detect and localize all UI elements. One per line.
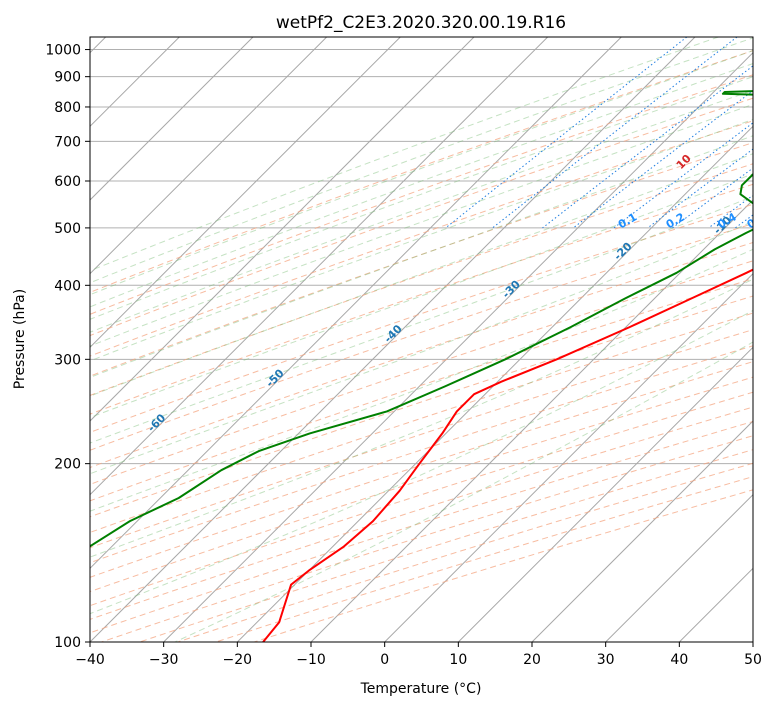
mixing-ratio-lines: [445, 37, 753, 229]
dry-adiabat-line: [90, 345, 753, 564]
x-tick-label: −30: [149, 652, 179, 668]
isotherm-line: [163, 51, 753, 642]
y-tick-label: 100: [54, 635, 81, 651]
dewpoint-line: [90, 90, 753, 548]
plot-frame: [89, 36, 754, 643]
x-tick-label: −20: [223, 652, 253, 668]
moist-adiabat-line: [90, 153, 753, 397]
mixing-ratio-line: [445, 37, 688, 229]
y-tick-label: 700: [54, 134, 81, 150]
dry-adiabat-line: [90, 361, 753, 578]
mixing-ratio-line: [542, 65, 753, 229]
dry-adiabat-line: [90, 183, 753, 415]
isotherm-line: [531, 420, 753, 642]
moist-adiabat-line: [90, 63, 753, 308]
chart-title: wetPf2_C2E3.2020.320.00.19.R16: [276, 13, 566, 33]
dry-adiabat-line: [90, 120, 753, 357]
y-tick-label: 600: [54, 174, 81, 190]
x-tick-label: 10: [449, 652, 467, 668]
pressure-gridlines: [90, 49, 753, 642]
isotherm-line: [236, 125, 753, 642]
moist-adiabat-line: [90, 89, 753, 333]
moist-adiabat-line: [90, 37, 719, 272]
moist-adiabat-line: [90, 76, 753, 320]
y-tick-label: 300: [54, 352, 81, 368]
y-tick-label: 900: [54, 70, 81, 86]
x-tick-label: 50: [744, 652, 762, 668]
isotherm-line: [457, 346, 753, 642]
dry-adiabat-line: [254, 489, 753, 642]
isotherm-line: [90, 37, 254, 201]
x-tick-label: −10: [296, 652, 326, 668]
dry-adiabat-line: [101, 435, 753, 642]
y-tick-label: 500: [54, 221, 81, 237]
isotherm-line: [605, 493, 753, 642]
y-tick-label: 800: [54, 100, 81, 116]
mixing-ratio-line: [613, 122, 753, 229]
x-tick-label: 40: [670, 652, 688, 668]
y-axis-title: Pressure (hPa): [12, 289, 28, 389]
dry-adiabat-line: [139, 449, 753, 642]
mixing-ratio-label: 0.6: [745, 210, 769, 231]
moist-adiabat-line: [90, 278, 753, 558]
y-axis: 100 200 300 400 500 600 700 800 900 1000: [45, 43, 90, 651]
x-axis-title: Temperature (°C): [360, 681, 482, 697]
dry-adiabat-line: [90, 97, 753, 337]
moist-adiabat-line: [90, 173, 753, 419]
moist-adiabat-line: [90, 50, 753, 296]
y-tick-label: 400: [54, 278, 81, 294]
isotherm-line: [752, 641, 753, 642]
x-tick-label: 20: [523, 652, 541, 668]
dry-adiabat-line: [90, 163, 753, 396]
isotherm-line: [310, 199, 753, 642]
sounding-profiles: [90, 90, 753, 642]
y-tick-label: 1000: [45, 43, 81, 59]
dry-adiabat-line: [215, 476, 753, 642]
plot-background: [90, 37, 753, 642]
moist-adiabat-lines: [90, 37, 753, 642]
isotherm-line: [90, 37, 549, 496]
x-axis: −40 −30 −20 −10 0 10 20 30 40 50: [75, 642, 762, 668]
isotherm-line: [384, 272, 753, 642]
isotherm-label: -70: [28, 455, 51, 478]
x-tick-label: −40: [75, 652, 105, 668]
y-tick-label: 200: [54, 457, 81, 473]
dry-adiabat-lines: [90, 50, 753, 642]
dry-adiabat-line: [90, 329, 753, 549]
isotherm-line: [90, 37, 696, 642]
x-tick-label: 0: [380, 652, 389, 668]
moist-adiabat-line: [90, 195, 753, 444]
moist-adiabat-line: [90, 118, 753, 362]
temperature-line: [262, 268, 753, 642]
isotherm-line: [90, 37, 401, 349]
isotherm-lines: [90, 37, 753, 642]
isotherm-line: [90, 37, 475, 422]
mixing-ratio-line: [672, 167, 753, 229]
dry-adiabat-line: [177, 462, 753, 642]
dry-adiabat-line: [90, 50, 753, 293]
isotherm-line: [90, 37, 622, 570]
x-tick-label: 30: [597, 652, 615, 668]
dry-adiabat-line: [90, 142, 753, 377]
isotherm-line: [90, 37, 328, 275]
